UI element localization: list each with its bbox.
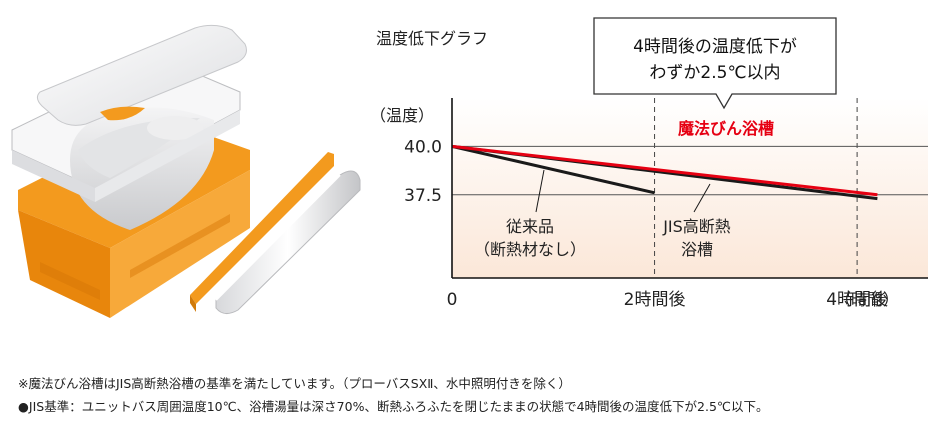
plot-area	[452, 98, 928, 278]
bathtub-illustration	[11, 24, 361, 318]
callout-line-2: わずか2.5℃以内	[649, 63, 780, 83]
x-tick-label: 4時間後	[826, 290, 888, 310]
callout-line-1: 4時間後の温度低下が	[633, 37, 797, 57]
svg-text:JIS高断熱: JIS高断熱	[662, 217, 731, 236]
svg-text:（断熱材なし）: （断熱材なし）	[474, 240, 586, 259]
apron-panel	[215, 170, 361, 314]
series-label-mahoubin: 魔法びん浴槽	[678, 119, 774, 138]
chart-title: 温度低下グラフ	[376, 29, 488, 48]
svg-text:従来品: 従来品	[506, 217, 554, 236]
tick-labels: 40.0 37.5 0 2時間後 4時間後	[404, 137, 888, 310]
axes	[451, 98, 928, 279]
footnote-2: ●JIS基準：ユニットバス周囲温度10℃、浴槽湯量は深さ70%、断熱ふろふたを閉…	[18, 399, 769, 414]
insulation-panel	[190, 152, 334, 304]
svg-text:浴槽: 浴槽	[681, 240, 713, 259]
series-line	[451, 144, 655, 195]
y-axis-label: （温度）	[370, 106, 434, 125]
x-tick-label: 2時間後	[624, 290, 686, 310]
bathtub	[11, 57, 241, 230]
series-line	[451, 144, 878, 197]
x-tick-label: 0	[447, 290, 458, 310]
series-lines	[451, 144, 878, 201]
footnote-1: ※魔法びん浴槽はJIS高断熱浴槽の基準を満たしています。（プローバスSXⅡ、水中…	[18, 376, 571, 391]
x-axis-label: （時間）	[835, 290, 899, 309]
temperature-drop-chart: 温度低下グラフ 40.0 37.5 0 2時間後 4時間後 （温度） （時間） 4時間後…	[370, 17, 928, 310]
y-tick-label: 37.5	[404, 186, 442, 206]
series-label-jis: JIS高断熱 浴槽	[662, 183, 731, 259]
callout-box: 4時間後の温度低下が わずか2.5℃以内	[593, 17, 837, 110]
bath-lid	[36, 24, 247, 126]
y-tick-label: 40.0	[404, 137, 442, 157]
series-label-conventional: 従来品 （断熱材なし）	[474, 169, 586, 259]
